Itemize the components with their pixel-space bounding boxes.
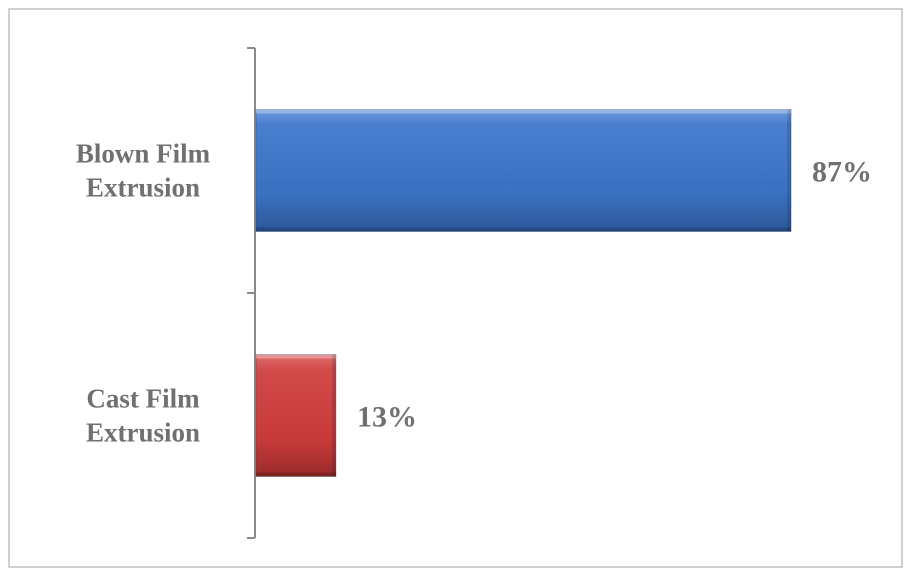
category-label: Extrusion [86,418,200,448]
bar-bevel-top [256,354,336,359]
data-label: 13% [357,401,417,434]
bar-bevel-top [256,109,792,114]
data-label: 87% [812,156,872,189]
bar-bevel-bottom [256,472,336,477]
category-label: Blown Film [76,139,211,169]
category-label: Extrusion [86,173,200,203]
bar-bevel-right [787,109,792,232]
bar-bevel-right [331,354,336,477]
bar-1 [255,354,337,477]
chart-frame [8,8,903,568]
category-label: Cast Film [86,384,200,414]
bar-chart: Blown Film Extrusion 87% Cast Film Extrusion… [76,47,872,539]
bar-0 [255,109,792,232]
bar-bevel-bottom [256,227,792,232]
